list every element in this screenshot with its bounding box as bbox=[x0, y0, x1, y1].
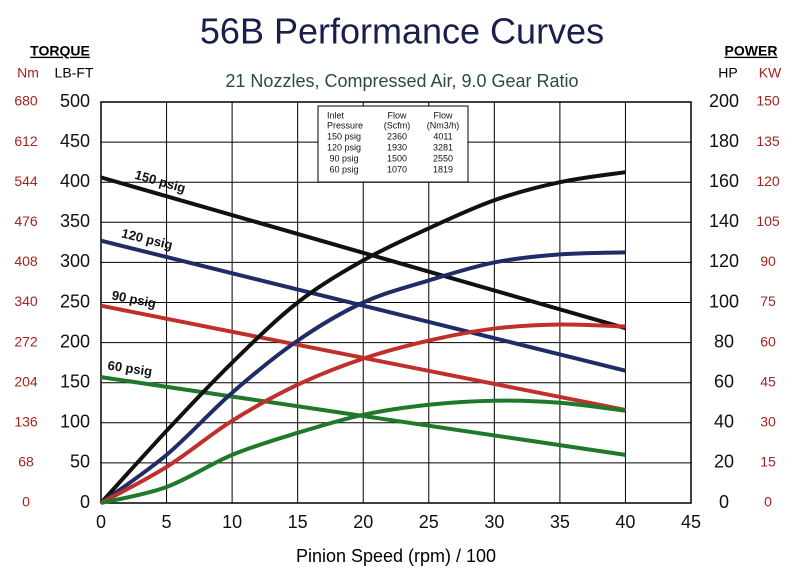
nm-tick-label: 340 bbox=[14, 293, 38, 309]
kw-tick-label: 15 bbox=[760, 454, 776, 470]
power-curve bbox=[99, 170, 626, 505]
nm-tick-label: 476 bbox=[14, 213, 38, 229]
table-header: Inlet bbox=[327, 110, 345, 120]
y2-tick-label: 180 bbox=[709, 131, 739, 151]
nm-tick-label: 272 bbox=[14, 333, 38, 349]
table-cell: 2550 bbox=[433, 153, 453, 163]
plot-frame bbox=[100, 101, 692, 504]
y-tick-label: 150 bbox=[60, 371, 90, 391]
power-curve bbox=[100, 398, 626, 505]
table-cell: 60 psig bbox=[329, 164, 358, 174]
torque-line bbox=[100, 175, 626, 331]
table-header: (Nm3/h) bbox=[427, 120, 460, 130]
torque-line bbox=[100, 238, 626, 373]
kw-tick-label: 60 bbox=[760, 333, 776, 349]
y-tick-label: 300 bbox=[60, 251, 90, 271]
x-tick-label: 45 bbox=[681, 512, 701, 532]
table-header: Pressure bbox=[327, 120, 363, 130]
table-cell: 120 psig bbox=[327, 142, 361, 152]
y-tick-label: 0 bbox=[80, 492, 90, 512]
kw-tick-label: 105 bbox=[756, 213, 780, 229]
kw-tick-label: 75 bbox=[760, 293, 776, 309]
table-cell: 1070 bbox=[387, 164, 407, 174]
table-box bbox=[317, 105, 469, 183]
series-label: 60 psig bbox=[107, 358, 154, 379]
y-tick-label: 400 bbox=[60, 171, 90, 191]
y2-tick-label: 60 bbox=[714, 371, 734, 391]
y-tick-label: 450 bbox=[60, 131, 90, 151]
power-curve bbox=[100, 322, 626, 505]
lbft-unit: LB-FT bbox=[55, 65, 94, 81]
y2-tick-label: 40 bbox=[714, 412, 734, 432]
table-cell: 1819 bbox=[433, 164, 453, 174]
table-cell: 3281 bbox=[433, 142, 453, 152]
x-tick-label: 20 bbox=[353, 512, 373, 532]
y-tick-label: 100 bbox=[60, 412, 90, 432]
x-tick-label: 40 bbox=[615, 512, 635, 532]
kw-tick-label: 150 bbox=[756, 93, 780, 109]
x-tick-label: 25 bbox=[419, 512, 439, 532]
nm-tick-label: 204 bbox=[14, 373, 38, 389]
y-tick-label: 200 bbox=[60, 331, 90, 351]
kw-tick-label: 120 bbox=[756, 173, 780, 189]
right-axis-title: POWER bbox=[725, 43, 778, 59]
x-tick-label: 15 bbox=[288, 512, 308, 532]
y2-tick-label: 80 bbox=[714, 331, 734, 351]
table-header: (Scfm) bbox=[384, 120, 411, 130]
y2-tick-label: 160 bbox=[709, 171, 739, 191]
x-tick-label: 0 bbox=[96, 512, 106, 532]
table-cell: 2360 bbox=[387, 131, 407, 141]
y2-tick-label: 200 bbox=[709, 91, 739, 111]
x-tick-label: 5 bbox=[162, 512, 172, 532]
nm-tick-label: 544 bbox=[14, 173, 38, 189]
y2-tick-label: 120 bbox=[709, 251, 739, 271]
x-tick-label: 10 bbox=[222, 512, 242, 532]
y-tick-label: 350 bbox=[60, 211, 90, 231]
nm-tick-label: 136 bbox=[14, 414, 38, 430]
kw-tick-label: 30 bbox=[760, 414, 776, 430]
subtitle: 21 Nozzles, Compressed Air, 9.0 Gear Rat… bbox=[225, 71, 578, 91]
hp-unit: HP bbox=[718, 65, 737, 81]
kw-tick-label: 90 bbox=[760, 253, 776, 269]
y2-tick-label: 0 bbox=[719, 492, 729, 512]
chart-title: 56B Performance Curves bbox=[200, 11, 604, 52]
nm-tick-label: 68 bbox=[18, 454, 34, 470]
table-header: Flow bbox=[387, 110, 407, 120]
table-header: Flow bbox=[433, 110, 453, 120]
table-cell: 150 psig bbox=[327, 131, 361, 141]
y-tick-label: 50 bbox=[70, 452, 90, 472]
nm-unit: Nm bbox=[17, 65, 39, 81]
nm-tick-label: 0 bbox=[22, 494, 30, 510]
x-tick-label: 30 bbox=[484, 512, 504, 532]
x-tick-label: 35 bbox=[550, 512, 570, 532]
nm-tick-label: 680 bbox=[14, 93, 38, 109]
table-cell: 4011 bbox=[433, 131, 452, 141]
left-axis-title: TORQUE bbox=[30, 43, 90, 59]
nm-tick-label: 612 bbox=[14, 133, 38, 149]
table-cell: 1500 bbox=[387, 153, 407, 163]
power-curve bbox=[99, 250, 626, 505]
y-tick-label: 500 bbox=[60, 91, 90, 111]
table-cell: 1930 bbox=[387, 142, 407, 152]
x-axis-label: Pinion Speed (rpm) / 100 bbox=[296, 546, 496, 566]
nm-tick-label: 408 bbox=[14, 253, 38, 269]
kw-tick-label: 0 bbox=[764, 494, 772, 510]
table-cell: 90 psig bbox=[329, 153, 358, 163]
y2-tick-label: 20 bbox=[714, 452, 734, 472]
y-tick-label: 250 bbox=[60, 291, 90, 311]
y2-tick-label: 140 bbox=[709, 211, 739, 231]
kw-tick-label: 135 bbox=[756, 133, 780, 149]
kw-tick-label: 45 bbox=[760, 373, 776, 389]
kw-unit: KW bbox=[759, 65, 782, 81]
y2-tick-label: 100 bbox=[709, 291, 739, 311]
